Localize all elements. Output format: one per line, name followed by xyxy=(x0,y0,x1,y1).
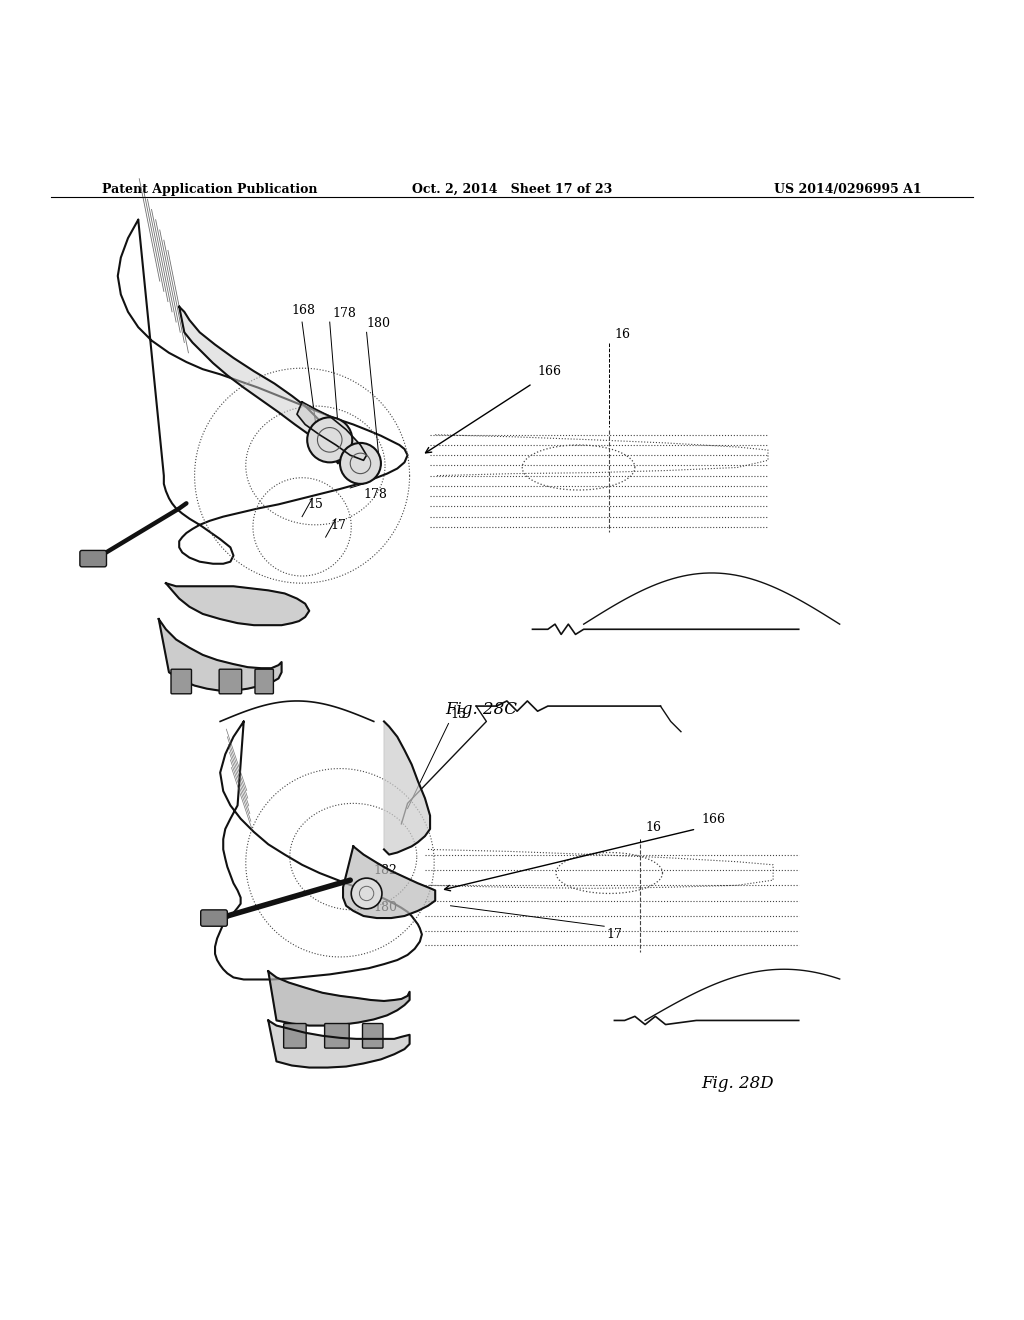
Text: 166: 166 xyxy=(701,813,725,826)
FancyBboxPatch shape xyxy=(284,1023,306,1048)
Circle shape xyxy=(307,417,352,462)
Text: 16: 16 xyxy=(645,821,662,834)
Polygon shape xyxy=(268,1020,410,1068)
Text: Fig. 28C: Fig. 28C xyxy=(445,701,517,718)
Text: 182: 182 xyxy=(374,865,397,876)
FancyBboxPatch shape xyxy=(201,909,227,927)
Polygon shape xyxy=(166,583,309,626)
FancyBboxPatch shape xyxy=(80,550,106,566)
Text: Fig. 28D: Fig. 28D xyxy=(701,1074,773,1092)
Text: Oct. 2, 2014   Sheet 17 of 23: Oct. 2, 2014 Sheet 17 of 23 xyxy=(412,182,612,195)
Text: 166: 166 xyxy=(538,366,561,379)
FancyBboxPatch shape xyxy=(362,1023,383,1048)
Circle shape xyxy=(340,444,381,484)
Text: US 2014/0296995 A1: US 2014/0296995 A1 xyxy=(774,182,922,195)
FancyBboxPatch shape xyxy=(219,669,242,694)
Polygon shape xyxy=(268,972,410,1026)
FancyBboxPatch shape xyxy=(255,669,273,694)
Text: 17: 17 xyxy=(606,928,623,941)
Text: 168: 168 xyxy=(292,304,315,317)
Polygon shape xyxy=(159,619,282,690)
Polygon shape xyxy=(297,403,367,461)
FancyBboxPatch shape xyxy=(325,1023,349,1048)
FancyBboxPatch shape xyxy=(171,669,191,694)
Text: 180: 180 xyxy=(374,900,397,913)
Polygon shape xyxy=(384,722,430,854)
Polygon shape xyxy=(179,306,340,463)
Text: 15: 15 xyxy=(307,498,324,511)
Text: 178: 178 xyxy=(364,488,387,502)
Polygon shape xyxy=(343,846,435,917)
Text: 15: 15 xyxy=(451,709,467,722)
Text: 178: 178 xyxy=(333,308,356,319)
Text: Patent Application Publication: Patent Application Publication xyxy=(102,182,317,195)
Text: 16: 16 xyxy=(614,327,631,341)
Circle shape xyxy=(351,878,382,909)
Text: 180: 180 xyxy=(367,317,390,330)
Text: 17: 17 xyxy=(331,519,347,532)
